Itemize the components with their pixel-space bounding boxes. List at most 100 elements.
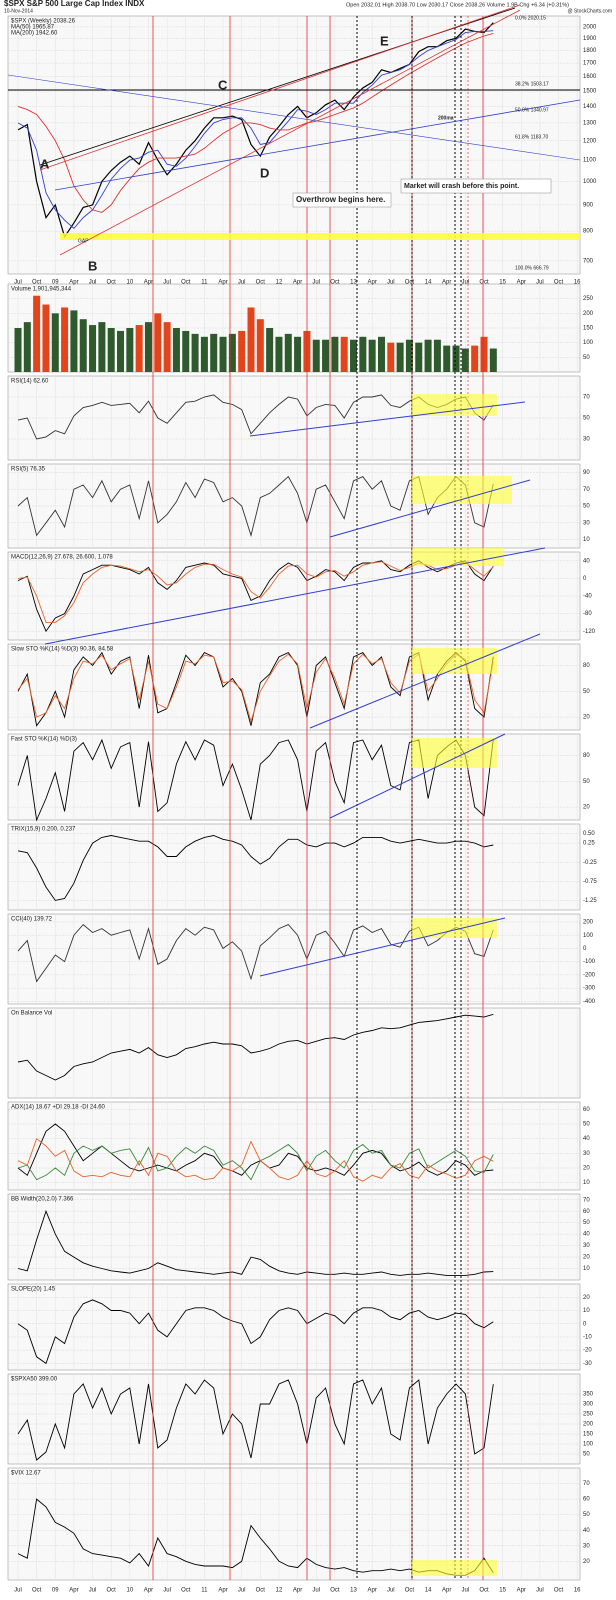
- x-tick-label: Apr: [293, 280, 302, 286]
- panel-label: Slow STO %K(14) %D(3) 90.36, 84.58: [11, 647, 114, 653]
- y-tick-label: 700: [583, 258, 594, 264]
- y-tick-label: 50: [583, 504, 590, 510]
- panel-label: Volume 1,901,945,344: [11, 287, 72, 293]
- x-tick-label: Oct: [330, 280, 340, 286]
- x-tick-label: Oct: [405, 280, 415, 286]
- y-tick-label: 20: [583, 805, 590, 811]
- bar: [42, 304, 50, 372]
- annotation-box: [400, 178, 552, 194]
- bar: [471, 345, 479, 372]
- legend-entry: $SPX (Weekly) 2038.26: [11, 19, 76, 25]
- annotation: GAP: [78, 238, 89, 244]
- y-tick-label: 1000: [583, 179, 597, 185]
- annotation: Market will crash before this point.: [404, 183, 519, 190]
- x-tick-label: Oct: [107, 1588, 117, 1594]
- bar: [126, 328, 134, 372]
- y-tick-label: -20: [583, 1348, 592, 1354]
- x-tick-label: 10: [126, 1588, 133, 1594]
- y-tick-label: 40: [583, 1232, 590, 1238]
- y-tick-label: 90: [583, 470, 590, 476]
- y-tick-label: -100: [583, 959, 596, 965]
- x-tick-label: Oct: [479, 280, 489, 286]
- bar: [368, 339, 376, 372]
- x-tick-label: Oct: [479, 1588, 489, 1594]
- x-tick-label: 12: [276, 1588, 283, 1594]
- y-tick-label: -10: [583, 1335, 592, 1341]
- bar: [14, 328, 22, 372]
- quote: Open 2032.01 High 2038.70 Low 2030.17 Cl…: [346, 2, 569, 8]
- highlight-box: [412, 394, 497, 416]
- trendline: [249, 401, 526, 437]
- annotation: C: [218, 77, 228, 92]
- y-tick-label: 50: [583, 1220, 590, 1226]
- y-tick-label: 40: [583, 1136, 590, 1142]
- bar: [61, 307, 69, 372]
- bar: [424, 339, 432, 372]
- y-tick-label: -200: [583, 972, 596, 978]
- trendline: [59, 9, 521, 256]
- bar: [79, 319, 87, 372]
- series-line: [17, 22, 494, 239]
- x-tick-label: 12: [276, 280, 283, 286]
- x-tick-label: Apr: [218, 280, 227, 286]
- x-tick-label: 09: [52, 1588, 59, 1594]
- y-tick-label: 100: [583, 340, 594, 346]
- y-tick-label: 1600: [583, 74, 597, 80]
- panel-label: $VIX 12.67: [11, 1471, 41, 1477]
- bar: [163, 322, 171, 372]
- x-tick-label: 16: [574, 280, 581, 286]
- y-tick-label: 1300: [583, 120, 597, 126]
- y-tick-label: 60: [583, 1107, 590, 1113]
- x-tick-label: Jul: [238, 1588, 246, 1594]
- x-tick-label: Oct: [107, 280, 117, 286]
- y-tick-label: 50: [583, 1512, 590, 1518]
- legend-entry: MA(50) 1965.87: [11, 25, 55, 31]
- bar: [461, 348, 469, 372]
- bar: [377, 336, 385, 372]
- y-tick-label: 70: [583, 1197, 590, 1203]
- legend-entry: MA(200) 1942.60: [11, 31, 58, 37]
- x-tick-label: 15: [499, 1588, 506, 1594]
- y-tick-label: 1900: [583, 36, 597, 42]
- bar: [433, 339, 441, 372]
- x-tick-label: Jul: [238, 280, 246, 286]
- x-tick-label: Apr: [517, 1588, 526, 1594]
- y-tick-label: 900: [583, 202, 594, 208]
- y-tick-label: 30: [583, 1543, 590, 1549]
- bar: [275, 336, 283, 372]
- y-tick-label: 40: [583, 1528, 590, 1534]
- panel-background: [7, 1007, 581, 1099]
- source: @ StockCharts.com: [567, 8, 612, 14]
- x-tick-label: Jul: [89, 1588, 97, 1594]
- panel-label: Fast STO %K(14) %D(3): [11, 737, 77, 743]
- annotation: E: [380, 33, 389, 48]
- bar: [247, 307, 255, 372]
- series-line: [17, 1123, 494, 1177]
- x-tick-label: Apr: [69, 1588, 78, 1594]
- y-tick-label: 60: [583, 1209, 590, 1215]
- bar: [107, 328, 115, 372]
- trendline: [309, 633, 541, 729]
- x-tick-label: 13: [350, 280, 357, 286]
- y-tick-label: 250: [583, 1412, 594, 1418]
- annotation: A: [40, 156, 50, 171]
- x-tick-label: Apr: [442, 1588, 451, 1594]
- annotation: B: [88, 258, 97, 273]
- y-tick-label: 80: [583, 753, 590, 759]
- y-tick-label: 0: [583, 946, 587, 952]
- y-tick-label: 1200: [583, 138, 597, 144]
- bar: [200, 336, 208, 372]
- y-tick-label: 10: [583, 1308, 590, 1314]
- bar: [405, 339, 413, 372]
- y-tick-label: 150: [583, 1432, 594, 1438]
- x-tick-label: Oct: [256, 280, 266, 286]
- x-tick-label: Jul: [163, 280, 171, 286]
- series-line: [17, 1143, 494, 1181]
- y-tick-label: 60: [583, 1497, 590, 1503]
- y-tick-label: 70: [583, 395, 590, 401]
- annotation: 0.0% 2020.15: [515, 15, 546, 21]
- bar: [452, 345, 460, 372]
- x-tick-label: Jul: [163, 1588, 171, 1594]
- y-tick-label: -400: [583, 999, 596, 1005]
- bar: [23, 322, 31, 372]
